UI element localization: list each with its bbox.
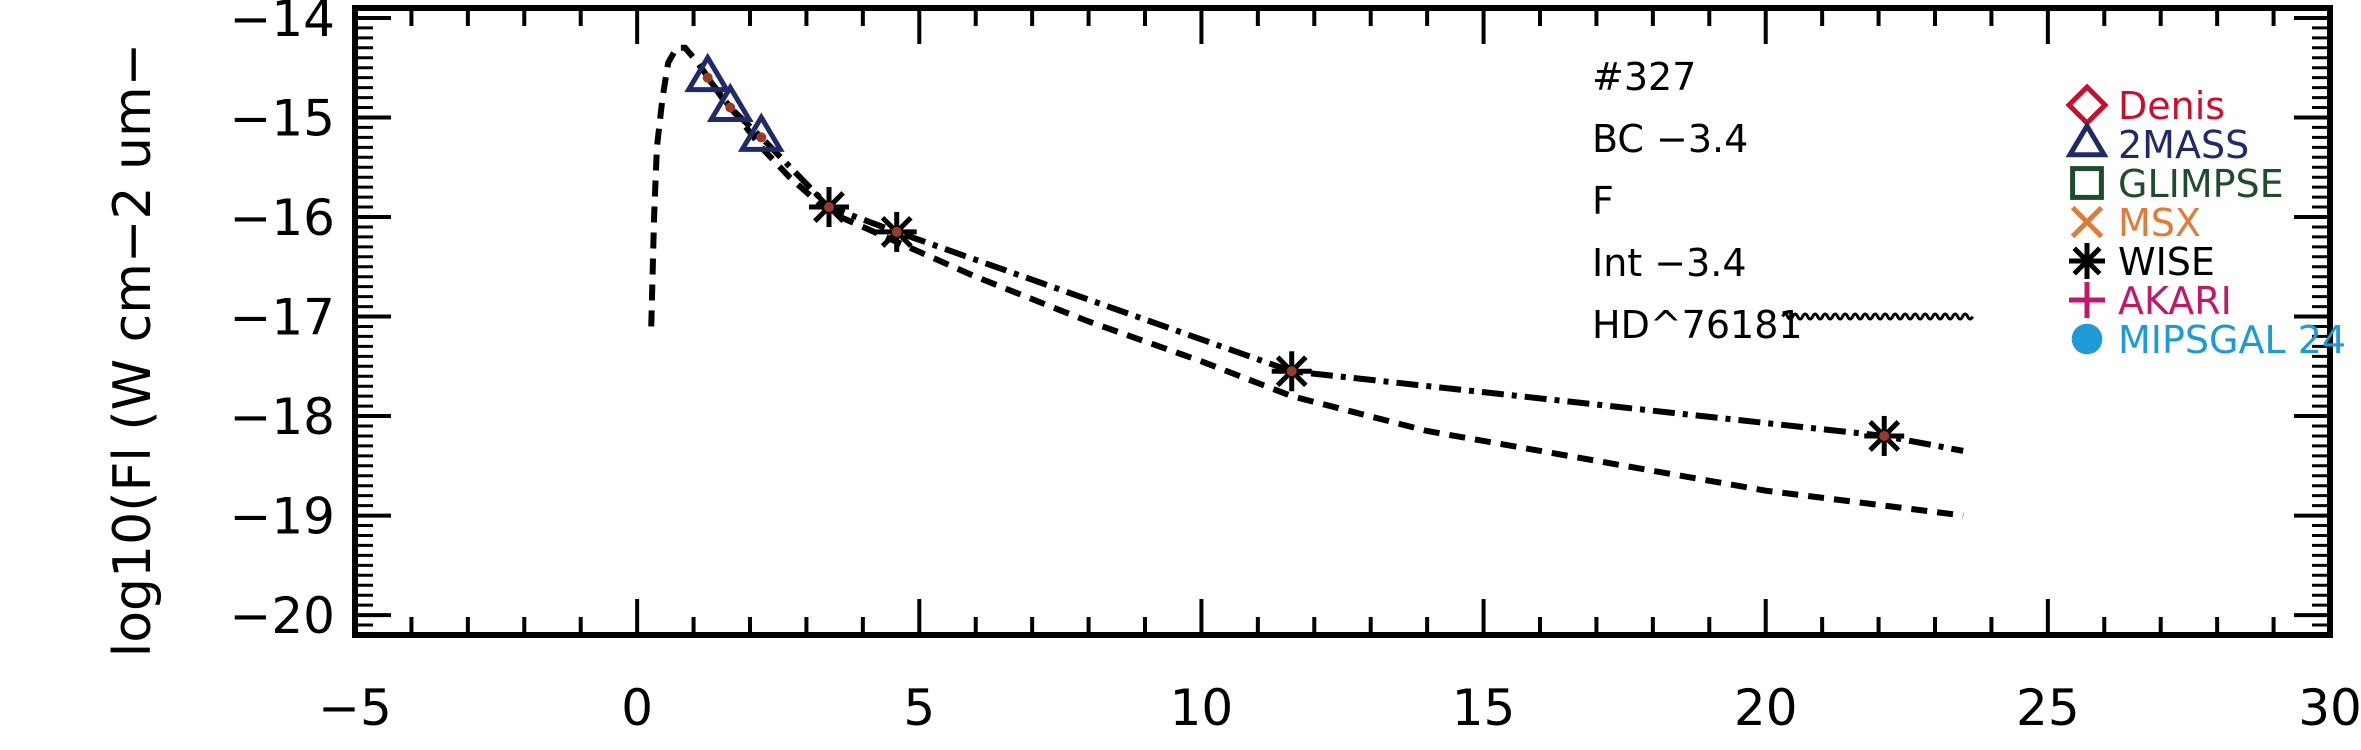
x-tick-label: −5 <box>318 679 392 737</box>
legend-marker <box>2070 166 2104 200</box>
y-tick-label: −17 <box>229 289 335 347</box>
marker-data <box>725 102 736 113</box>
plot-frame <box>352 5 2333 638</box>
marker-data <box>824 202 834 213</box>
legend-label: WISE <box>2118 240 2215 284</box>
x-tick-label: 30 <box>2298 679 2361 737</box>
series-line <box>648 44 1964 519</box>
annotation-line: F <box>1592 179 1614 223</box>
y-tick-label: −16 <box>229 189 335 247</box>
legend-marker <box>2069 282 2105 318</box>
x-tick-label: 15 <box>1452 679 1516 737</box>
legend-label: MIPSGAL 24 <box>2118 318 2346 362</box>
series-line <box>705 75 1964 454</box>
annotations: #327 BC −3.4 F Int −3.4 HD^76181 <box>1592 55 1803 347</box>
x-tick-label: 25 <box>2016 679 2080 737</box>
annotation-line: BC −3.4 <box>1592 117 1748 161</box>
marker-data <box>1286 366 1297 377</box>
y-tick-label: −19 <box>229 488 335 546</box>
y-tick-label: −20 <box>229 587 335 645</box>
y-tick-label: −18 <box>229 388 335 446</box>
marker-2mass <box>737 112 785 152</box>
annotation-line: HD^76181 <box>1592 303 1803 347</box>
marker-data <box>891 226 902 237</box>
legend-marker <box>2070 205 2104 239</box>
annotation-line: #327 <box>1592 55 1696 99</box>
legend-label: MSX <box>2118 201 2201 245</box>
annotation-line: Int −3.4 <box>1592 241 1747 285</box>
legend-marker <box>2069 243 2105 279</box>
axis-ticks <box>353 6 2332 635</box>
legend-marker <box>2071 323 2103 355</box>
marker-2mass <box>684 52 732 93</box>
legend-label: AKARI <box>2118 279 2232 323</box>
legend-marker <box>2065 83 2109 127</box>
tick-labels: −5 0 5 10 15 20 25 30 −20 −19 −18 −17 −16 −15 −14 <box>229 0 2361 737</box>
legend-marker <box>2065 121 2109 158</box>
series-line <box>1781 312 1974 321</box>
y-tick-label: −14 <box>229 0 335 48</box>
y-tick-label: −15 <box>229 89 335 147</box>
x-tick-label: 5 <box>903 679 935 737</box>
x-tick-label: 20 <box>1734 679 1798 737</box>
marker-2mass <box>706 82 754 123</box>
marker-data <box>756 132 767 143</box>
marker-data <box>1879 430 1890 441</box>
legend-label: Denis <box>2118 84 2225 128</box>
x-tick-label: 0 <box>621 679 653 737</box>
plot-axes <box>352 5 2333 638</box>
marker-data <box>702 72 713 83</box>
y-axis-label: log10(Fl (W cm−2 um− <box>103 43 163 657</box>
x-tick-label: 10 <box>1170 679 1234 737</box>
legend-label: 2MASS <box>2118 123 2249 167</box>
series-lines <box>648 44 1974 519</box>
data-markers <box>684 52 1905 456</box>
legend-label: GLIMPSE <box>2118 162 2284 206</box>
